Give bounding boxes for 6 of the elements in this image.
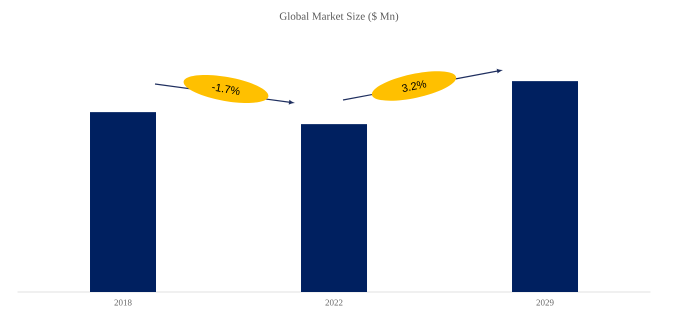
x-tick-label: 2022 (325, 300, 342, 306)
x-tick-label: 2018 (114, 300, 132, 306)
chart-title: Global Market Size ($ Mn) (280, 12, 398, 22)
annotation: -1.7% (212, 84, 240, 95)
x-tick-label: 2029 (536, 300, 554, 306)
annotation: 3.2% (402, 80, 426, 92)
